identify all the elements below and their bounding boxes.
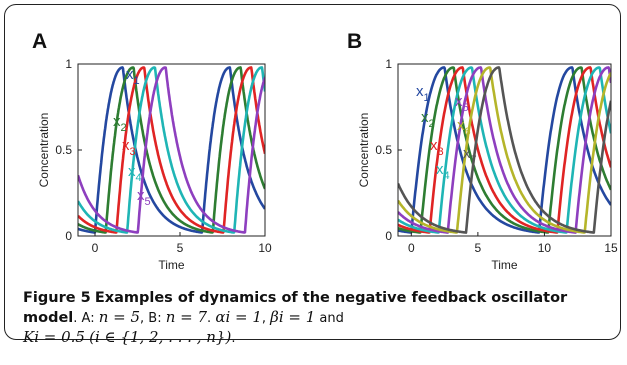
series-label-x5: x5: [455, 93, 469, 114]
caption-k: Ki = 0.5: [23, 328, 85, 346]
y-tick-label: 1: [65, 57, 72, 71]
x-tick-label: 0: [408, 241, 415, 255]
caption-alpha: αi = 1: [215, 308, 262, 326]
x-axis-label: Time: [158, 258, 185, 272]
series-line-x3: [78, 66, 265, 234]
series-label-x3: x3: [122, 137, 136, 158]
y-tick-label: 0: [65, 229, 72, 243]
x-axis-label: Time: [491, 258, 518, 272]
series-label-x5: x5: [137, 187, 151, 208]
series-line-x6: [398, 66, 611, 234]
series-label-x1: x1: [416, 83, 430, 104]
y-tick-label: 1: [385, 57, 392, 71]
series-label-x3: x3: [430, 137, 444, 158]
x-tick-label: 10: [258, 241, 272, 255]
series-label-x4: x4: [128, 163, 142, 184]
caption-n-b: n = 7: [165, 308, 208, 326]
series-group: [398, 66, 611, 234]
caption-text: .: [207, 311, 216, 326]
series-label-x1: x1: [126, 66, 140, 87]
y-axis-label: Concentration: [357, 113, 371, 188]
y-tick-label: 0.5: [375, 143, 392, 157]
caption-index-set: (i ∈ {1, 2, . . . , n}): [89, 328, 232, 346]
y-tick-label: 0: [385, 229, 392, 243]
y-axis-label: Concentration: [37, 113, 51, 188]
series-line-x1: [78, 66, 265, 234]
series-line-x7: [398, 66, 611, 234]
x-tick-label: 5: [177, 241, 184, 255]
x-tick-label: 5: [475, 241, 482, 255]
x-tick-label: 10: [538, 241, 552, 255]
series-line-x1: [398, 66, 611, 234]
series-line-x4: [398, 66, 611, 234]
panel-a: A 0 5 10 0 0.5 1 Time Concentration x1 x2 x3 x4 x5: [32, 30, 272, 272]
caption-text: . A:: [73, 311, 99, 326]
series-label-x7: x7: [463, 145, 477, 166]
y-tick-label: 0.5: [55, 143, 72, 157]
x-tick-label: 0: [92, 241, 99, 255]
panel-label: B: [347, 30, 362, 53]
x-tick-label: 15: [604, 241, 618, 255]
caption-text: and: [315, 311, 344, 326]
caption-title: Examples of dynamics of the negative fee…: [23, 290, 568, 326]
series-group: [78, 66, 265, 234]
series-line-x2: [398, 66, 611, 234]
caption-beta: βi = 1: [270, 308, 316, 326]
figure-caption: Figure 5 Examples of dynamics of the neg…: [23, 289, 613, 348]
caption-text: .: [231, 331, 236, 346]
series-label-x6: x6: [457, 117, 471, 138]
series-line-x5: [78, 66, 265, 234]
caption-text: , B:: [140, 311, 166, 326]
series-label-x2: x2: [113, 113, 127, 134]
panel-b: B 0 5 10 15 0 0.5 1 Time Concentration x1 x2 x3 x4 x5 x…: [347, 30, 618, 272]
caption-n-a: n = 5: [98, 308, 141, 326]
caption-figure-label: Figure 5: [23, 290, 91, 306]
figure-frame: [4, 4, 621, 340]
series-line-x3: [398, 66, 611, 234]
caption-text: ,: [261, 311, 271, 326]
series-label-x2: x2: [421, 109, 435, 130]
series-line-x2: [78, 66, 265, 234]
series-label-x4: x4: [436, 161, 450, 182]
panel-label: A: [32, 30, 47, 53]
series-line-x4: [78, 66, 265, 234]
